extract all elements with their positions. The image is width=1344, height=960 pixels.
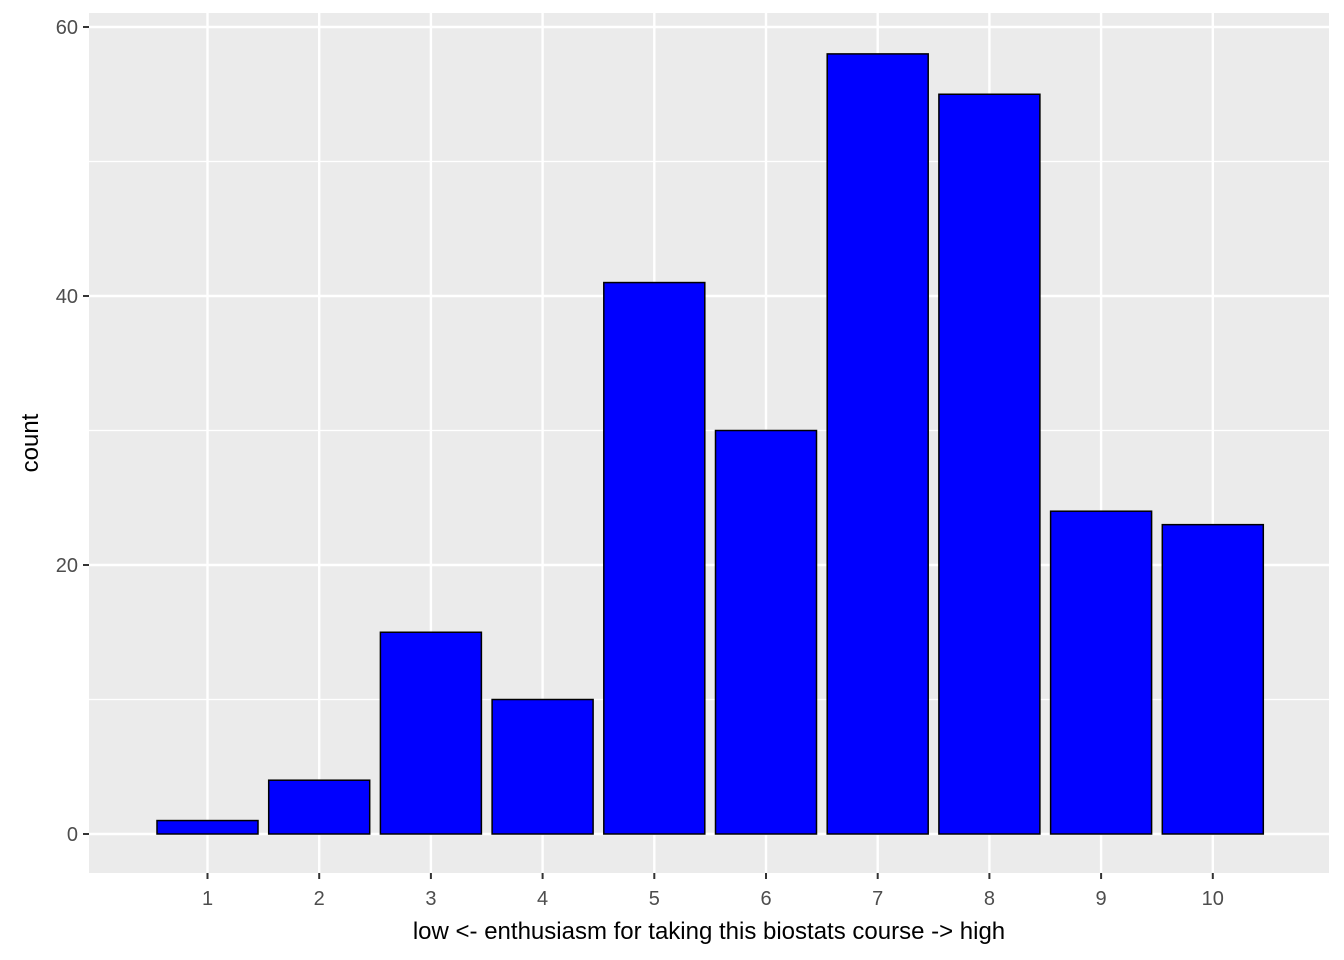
bar [379, 631, 483, 835]
bar [1049, 510, 1153, 835]
bar [714, 429, 818, 835]
bar [826, 53, 929, 835]
bar [156, 819, 259, 835]
x-tick-label: 2 [314, 888, 325, 910]
bar [938, 93, 1041, 835]
y-tick-label: 40 [56, 286, 78, 308]
y-tick-label: 60 [56, 17, 78, 39]
x-axis-title: low <- enthusiasm for taking this biosta… [413, 918, 1005, 945]
x-tick-label: 7 [872, 888, 883, 910]
x-tick-label: 1 [202, 888, 213, 910]
x-tick-label: 5 [649, 888, 660, 910]
y-tick-label: 20 [56, 555, 78, 577]
x-axis-ticks: 1 2 3 4 5 6 7 8 9 10 [202, 873, 1224, 910]
y-axis-title: count [17, 413, 44, 472]
x-tick-label: 4 [537, 888, 548, 910]
x-tick-label: 8 [984, 888, 995, 910]
bar [1161, 523, 1265, 835]
bars [156, 53, 1265, 835]
x-tick-label: 3 [425, 888, 436, 910]
y-tick-label: 0 [67, 824, 78, 846]
x-tick-label: 9 [1096, 888, 1107, 910]
x-tick-label: 10 [1202, 888, 1224, 910]
bar [267, 779, 371, 835]
bar [491, 698, 594, 835]
bar [603, 281, 706, 835]
y-axis-ticks: 0 20 40 60 [56, 17, 89, 846]
x-tick-label: 6 [760, 888, 771, 910]
